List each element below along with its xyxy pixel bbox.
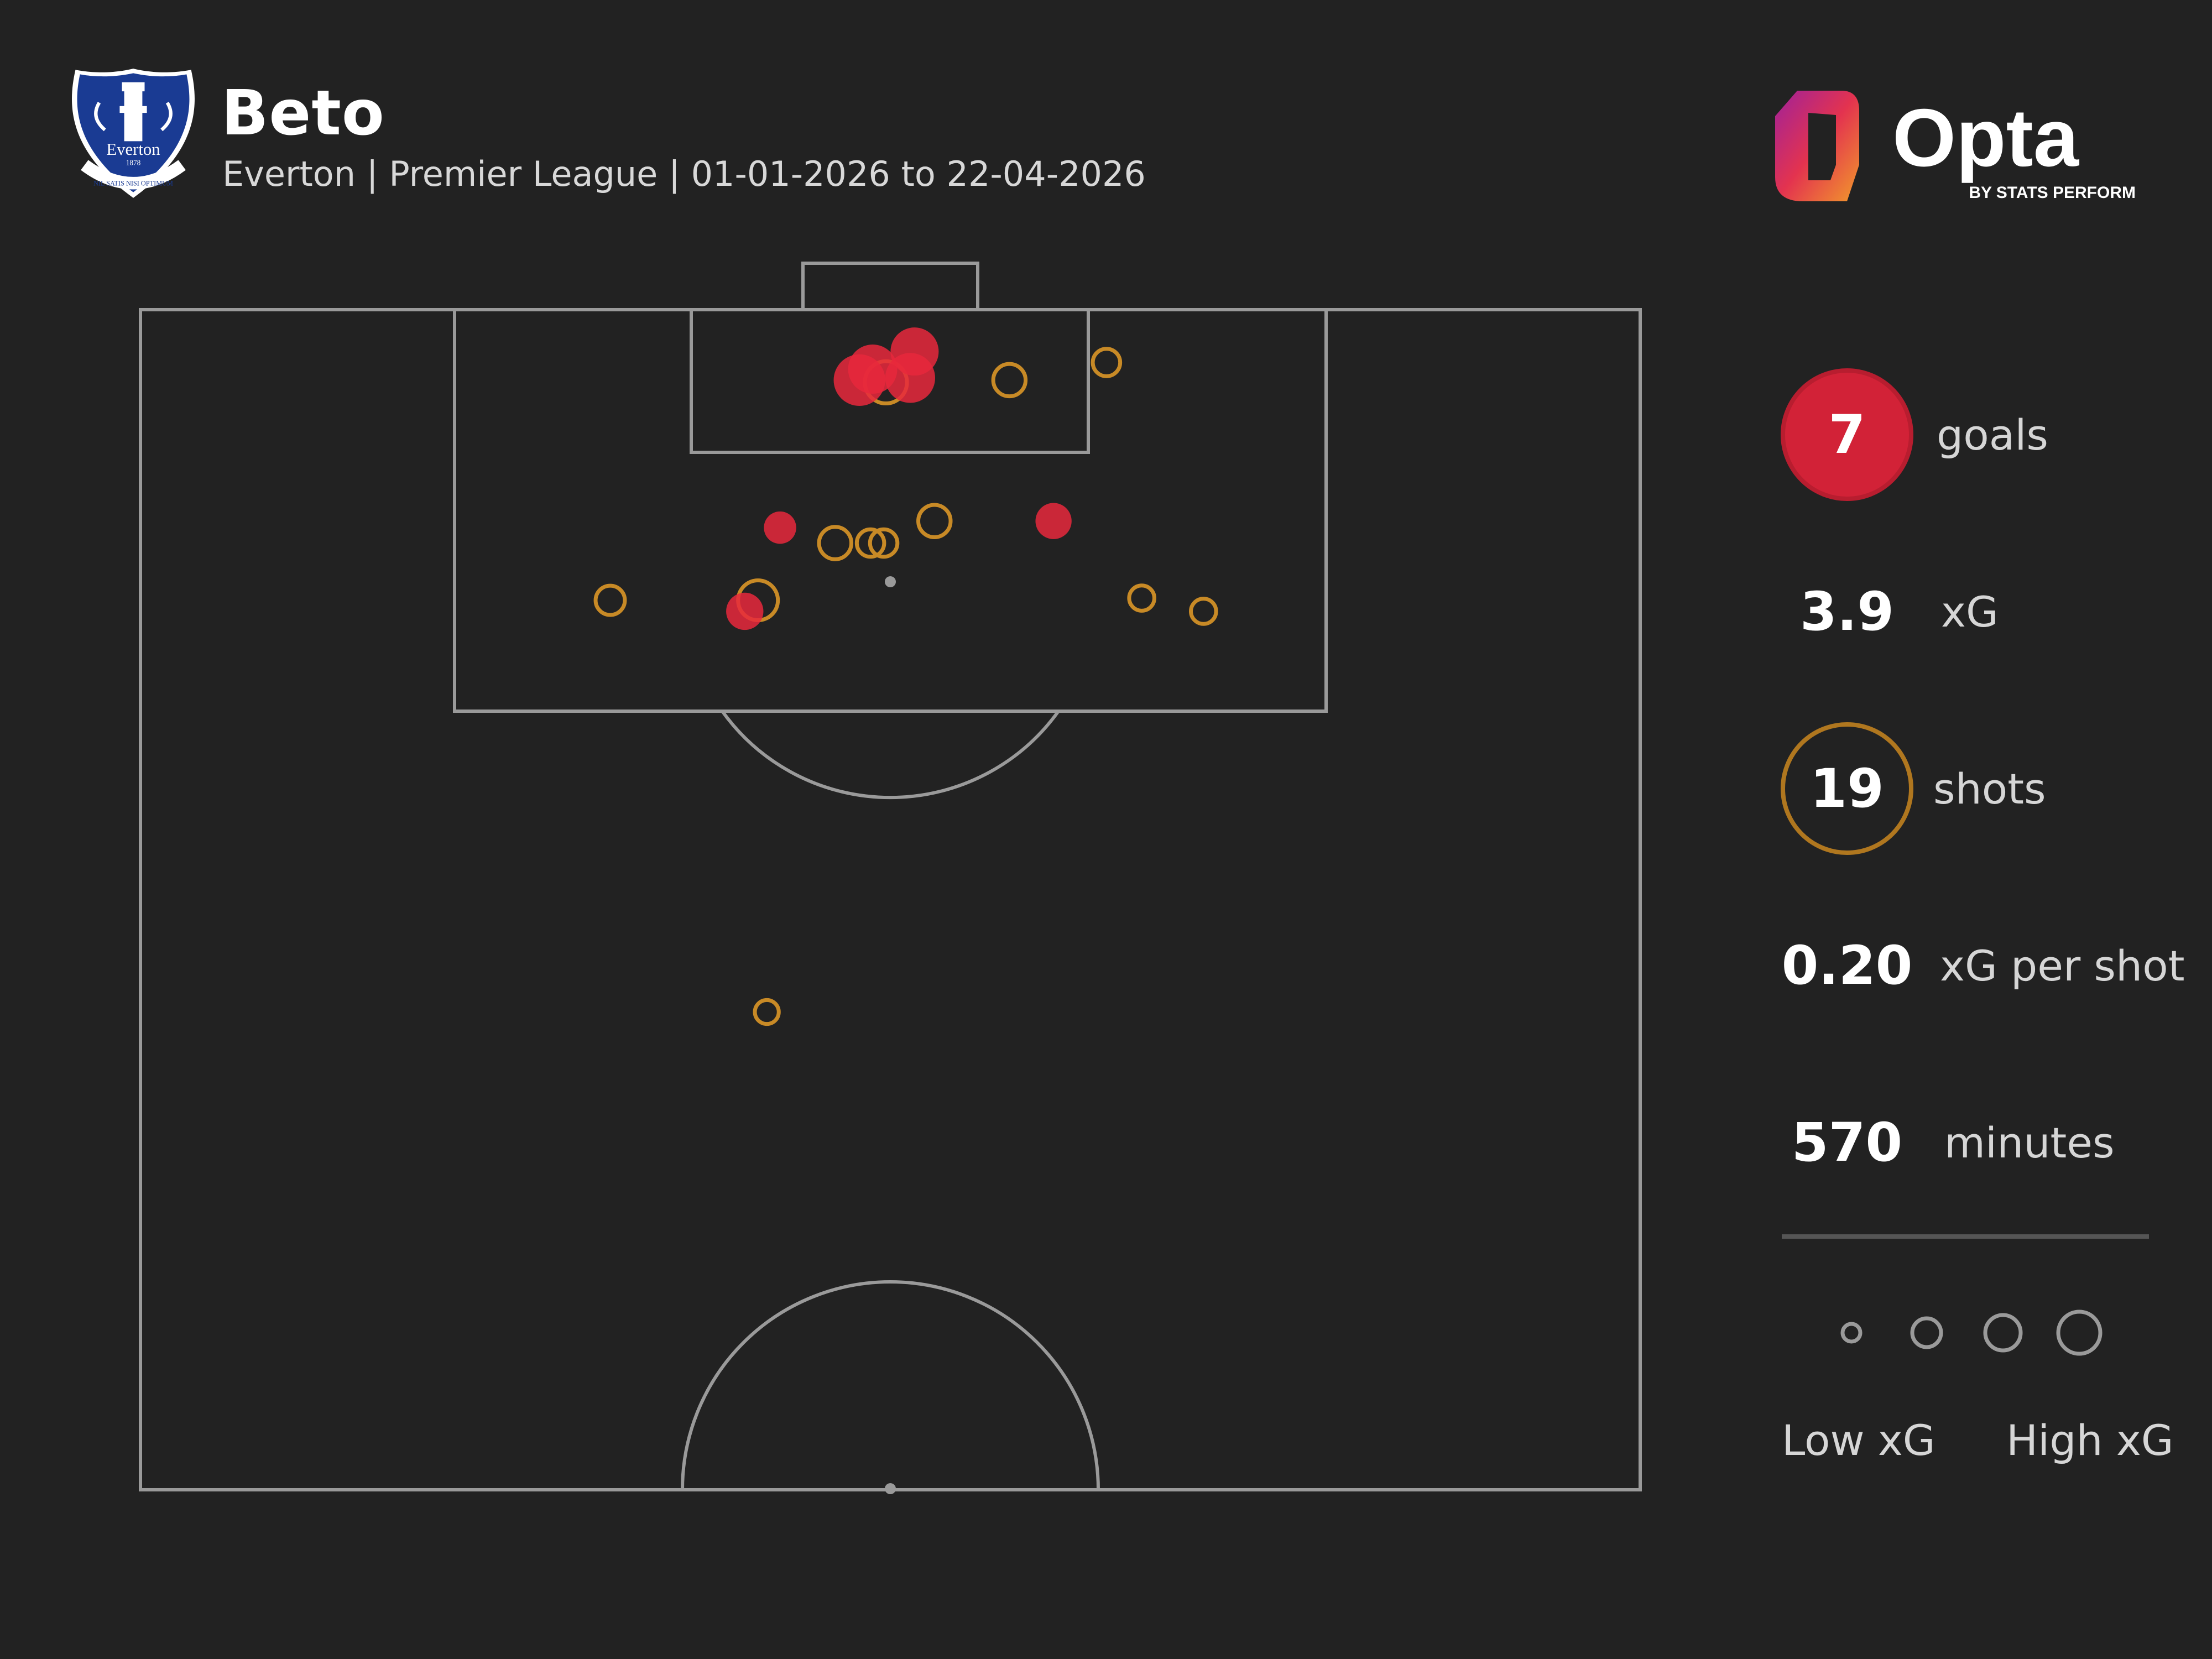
- penalty-spot: [885, 576, 896, 587]
- opta-wordmark: Opta: [1892, 92, 2080, 184]
- goal-marker-5: [1035, 503, 1072, 539]
- crest-year: 1878: [126, 158, 141, 166]
- centre-circle: [681, 1280, 1100, 1490]
- shot-marker-10: [1127, 583, 1156, 613]
- crest-motto: NIL SATIS NISI OPTIMUM: [93, 179, 173, 187]
- shots-value: 19: [1781, 722, 1913, 855]
- pitch-outline: [139, 308, 1642, 1491]
- player-name-title: Beto: [221, 77, 385, 149]
- legend-circle-4: [2056, 1310, 2103, 1356]
- minutes-value: 570: [1791, 1112, 1903, 1173]
- opta-logo: Opta BY STATS PERFORM: [1775, 91, 2136, 202]
- crest-wordmark: Everton: [106, 140, 160, 159]
- legend-low-xg: Low xG: [1782, 1416, 1936, 1465]
- goal: [801, 262, 979, 311]
- stat-minutes: 570 minutes: [1781, 1076, 2201, 1209]
- stat-goals: 7 goals: [1781, 368, 2201, 501]
- xg-per-shot-label: xG per shot: [1940, 941, 2185, 990]
- everton-crest-logo: Everton 1878 NIL SATIS NISI OPTIMUM: [72, 69, 195, 198]
- six-yard-box: [690, 308, 1090, 454]
- goals-label: goals: [1937, 410, 2049, 460]
- opta-tagline: BY STATS PERFORM: [1969, 184, 2136, 202]
- legend-circle-3: [1983, 1313, 2023, 1353]
- stat-xg-per-shot: 0.20 xG per shot: [1781, 899, 2201, 1032]
- penalty-arc: [721, 710, 1060, 800]
- shot-marker-7: [916, 503, 953, 539]
- shot-marker-8: [593, 583, 627, 617]
- shot-marker-2: [991, 362, 1028, 399]
- shot-marker-12: [753, 998, 781, 1026]
- xg-label: xG: [1941, 587, 1999, 637]
- shot-marker-11: [1189, 597, 1218, 626]
- legend-circle-1: [1840, 1322, 1863, 1344]
- legend-circle-2: [1910, 1316, 1943, 1349]
- goal-marker-3: [848, 345, 898, 394]
- stat-xg: 3.9 xG: [1781, 545, 2201, 678]
- goal-marker-4: [890, 327, 939, 376]
- shots-label: shots: [1933, 764, 2046, 813]
- shot-marker-3: [1091, 347, 1123, 378]
- shots-layer: [593, 327, 1218, 1026]
- goals-value: 7: [1781, 368, 1913, 501]
- xg-value: 3.9: [1799, 581, 1895, 643]
- minutes-label: minutes: [1944, 1118, 2115, 1167]
- xg-per-shot-value: 0.20: [1781, 935, 1913, 997]
- shot-marker-4: [817, 525, 854, 561]
- shot-marker-5: [854, 527, 886, 559]
- subtitle-team-competition-dates: Everton | Premier League | 01-01-2026 to…: [222, 154, 1146, 194]
- shot-marker-6: [868, 527, 900, 559]
- legend-high-xg: High xG: [2006, 1416, 2174, 1465]
- stat-shots: 19 shots: [1781, 722, 2201, 855]
- xg-size-legend: [1840, 1310, 2103, 1356]
- panel-divider: [1782, 1234, 2149, 1239]
- goal-marker-6: [764, 511, 796, 544]
- goal-marker-7: [726, 592, 764, 630]
- centre-spot: [885, 1483, 896, 1494]
